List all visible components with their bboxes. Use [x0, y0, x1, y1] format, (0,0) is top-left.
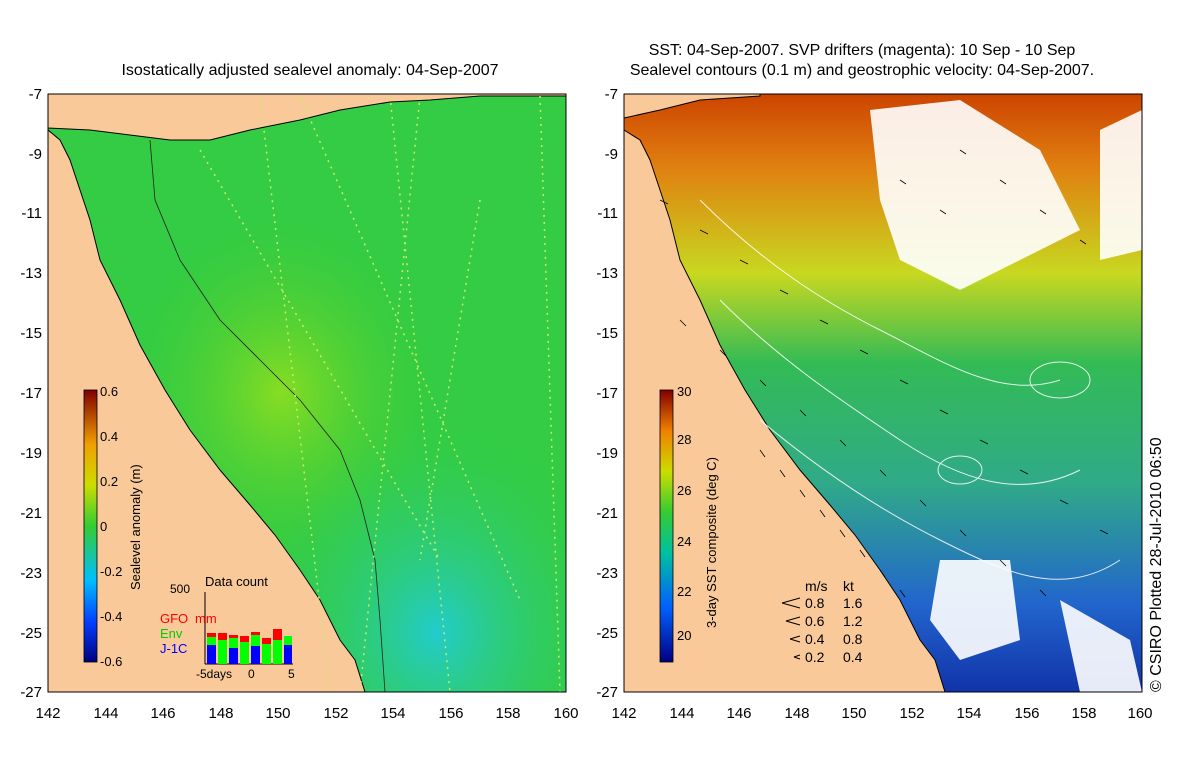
right-ytick: -17	[596, 385, 618, 402]
left-ytick: -21	[20, 505, 42, 522]
png-land	[47, 93, 567, 141]
left-ytick: -15	[20, 325, 42, 342]
left-colorbar-title: Sealevel anomaly (m)	[128, 464, 143, 590]
left-xtick: 154	[380, 705, 406, 722]
right-ytick: -7	[604, 86, 618, 103]
right-xtick: 150	[841, 705, 867, 722]
left-xtick: 150	[265, 705, 291, 722]
left-xtick: 158	[495, 705, 521, 722]
legend-mm: mm	[195, 611, 217, 626]
right-xtick: 160	[1127, 705, 1153, 722]
data-count-x2: 5	[288, 667, 295, 681]
left-map	[47, 93, 567, 693]
left-cb-label: -0.6	[100, 654, 123, 669]
left-xtick: 160	[553, 705, 579, 722]
australia-land	[47, 128, 366, 693]
left-xtick: 156	[438, 705, 464, 722]
legend-env: Env	[160, 626, 183, 641]
velocity-row-kt: 0.4	[843, 649, 863, 665]
right-ytick: -25	[596, 625, 618, 642]
right-xtick: 142	[611, 705, 637, 722]
data-count-title: Data count	[205, 574, 268, 589]
right-xtick: 144	[669, 705, 695, 722]
left-xtick: 142	[35, 705, 61, 722]
left-cb-label: -0.4	[100, 609, 123, 624]
left-cb-label: 0.2	[100, 474, 119, 489]
velocity-row-ms: 0.6	[805, 613, 825, 629]
data-count-max: 500	[170, 582, 191, 596]
left-ytick: -23	[20, 565, 42, 582]
left-ytick: -19	[20, 445, 42, 462]
australia-land-right	[623, 129, 946, 693]
right-xtick: 146	[726, 705, 752, 722]
right-ytick: -11	[597, 205, 618, 222]
left-colorbar	[83, 389, 98, 663]
left-ytick: -7	[28, 86, 42, 103]
left-ytick: -17	[20, 385, 42, 402]
right-cb-label: 30	[677, 384, 692, 399]
left-panel-title: Isostatically adjusted sealevel anomaly:…	[121, 62, 499, 79]
right-panel-title-line1: SST: 04-Sep-2007. SVP drifters (magenta)…	[648, 42, 1076, 59]
right-cb-label: 24	[677, 534, 692, 549]
right-cb-label: 28	[677, 432, 692, 447]
velocity-row-ms: 0.8	[805, 595, 825, 611]
data-count-x1: 0	[248, 667, 255, 681]
right-ytick: -23	[596, 565, 618, 582]
right-ytick: -9	[604, 146, 618, 163]
velocity-row-kt: 1.6	[843, 595, 863, 611]
right-colorbar	[659, 389, 674, 663]
velocity-row-ms: 0.2	[805, 649, 825, 665]
left-xtick: 152	[323, 705, 349, 722]
right-xtick: 156	[1014, 705, 1040, 722]
velocity-row-ms: 0.4	[805, 631, 825, 647]
left-xtick: 148	[208, 705, 234, 722]
credit-text: © CSIRO Plotted 28-Jul-2010 06:50	[1148, 437, 1165, 692]
right-xtick: 158	[1071, 705, 1097, 722]
right-ytick: -15	[596, 325, 618, 342]
right-cb-label: 20	[677, 628, 692, 643]
velocity-header-ms: m/s	[805, 578, 828, 594]
left-ytick: -11	[21, 205, 42, 222]
data-count-chart	[204, 592, 293, 665]
legend-gfo: GFO	[160, 611, 189, 626]
right-colorbar-title: 3-day SST composite (deg C)	[704, 457, 719, 628]
left-ytick: -9	[28, 146, 42, 163]
legend-j1c: J-1C	[160, 641, 188, 656]
velocity-row-kt: 0.8	[843, 631, 863, 647]
left-cb-label: 0.4	[100, 429, 119, 444]
right-cb-label: 26	[677, 483, 692, 498]
right-ytick: -21	[596, 505, 618, 522]
right-panel-title-line2: Sealevel contours (0.1 m) and geostrophi…	[629, 62, 1095, 79]
right-ytick: -27	[596, 684, 618, 701]
left-ytick: -25	[20, 625, 42, 642]
velocity-legend-arrows	[781, 597, 801, 660]
left-ytick: -27	[20, 684, 42, 701]
velocity-header-kt: kt	[843, 578, 854, 594]
left-xtick: 146	[150, 705, 176, 722]
data-count-x0: -5days	[196, 667, 233, 681]
left-cb-label: 0.6	[100, 384, 119, 399]
left-cb-label: -0.2	[100, 564, 123, 579]
left-xtick: 144	[93, 705, 119, 722]
right-ytick: -13	[596, 265, 618, 282]
left-ytick: -13	[20, 265, 42, 282]
velocity-row-kt: 1.2	[843, 613, 863, 629]
right-cb-label: 22	[677, 584, 692, 599]
left-cb-label: 0	[100, 519, 108, 534]
right-xtick: 154	[956, 705, 982, 722]
right-map	[623, 93, 1143, 693]
right-ytick: -19	[596, 445, 618, 462]
right-xtick: 148	[784, 705, 810, 722]
right-xtick: 152	[899, 705, 925, 722]
